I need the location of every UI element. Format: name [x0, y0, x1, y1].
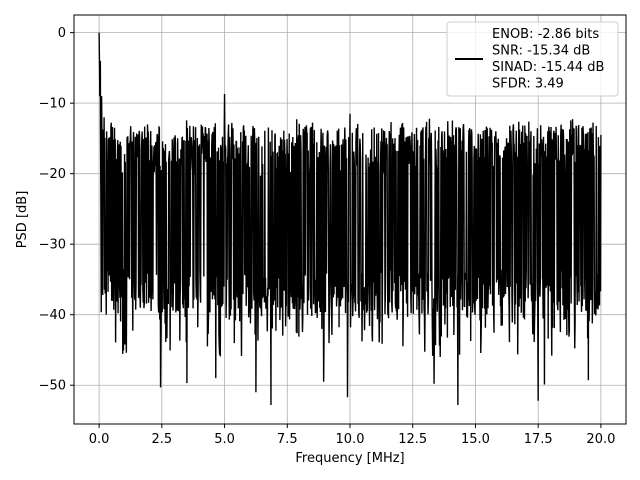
- y-tick-label: 0: [58, 26, 66, 41]
- x-tick-label: 2.5: [151, 432, 172, 447]
- x-tick-label: 10.0: [336, 432, 365, 447]
- legend-sinad: SINAD: -15.44 dB: [492, 60, 604, 75]
- legend-sfdr: SFDR: 3.49: [492, 77, 564, 92]
- axis-ticks: 0.0 2.5 5.0 7.5 10.0 12.5 15.0 17.5 20.0 0 −10 −20 −…: [39, 26, 616, 447]
- y-tick-label: −10: [39, 97, 66, 112]
- psd-line: [98, 32, 602, 405]
- legend-enob: ENOB: -2.86 bits: [492, 27, 599, 42]
- x-tick-label: 17.5: [524, 432, 553, 447]
- y-tick-label: −50: [39, 379, 66, 394]
- x-tick-label: 7.5: [277, 432, 298, 447]
- legend-snr: SNR: -15.34 dB: [492, 44, 590, 59]
- y-tick-label: −30: [39, 238, 66, 253]
- x-tick-label: 15.0: [461, 432, 490, 447]
- x-tick-label: 20.0: [586, 432, 615, 447]
- y-axis-label: PSD [dB]: [15, 191, 30, 249]
- x-axis-label: Frequency [MHz]: [295, 451, 404, 466]
- y-tick-label: −20: [39, 167, 66, 182]
- x-tick-label: 5.0: [214, 432, 235, 447]
- x-tick-label: 0.0: [89, 432, 110, 447]
- psd-series: [98, 32, 602, 405]
- y-tick-label: −40: [39, 308, 66, 323]
- legend-box: [446, 21, 619, 97]
- legend: ENOB: -2.86 bits SNR: -15.34 dB SINAD: -…: [446, 21, 619, 97]
- x-tick-label: 12.5: [398, 432, 427, 447]
